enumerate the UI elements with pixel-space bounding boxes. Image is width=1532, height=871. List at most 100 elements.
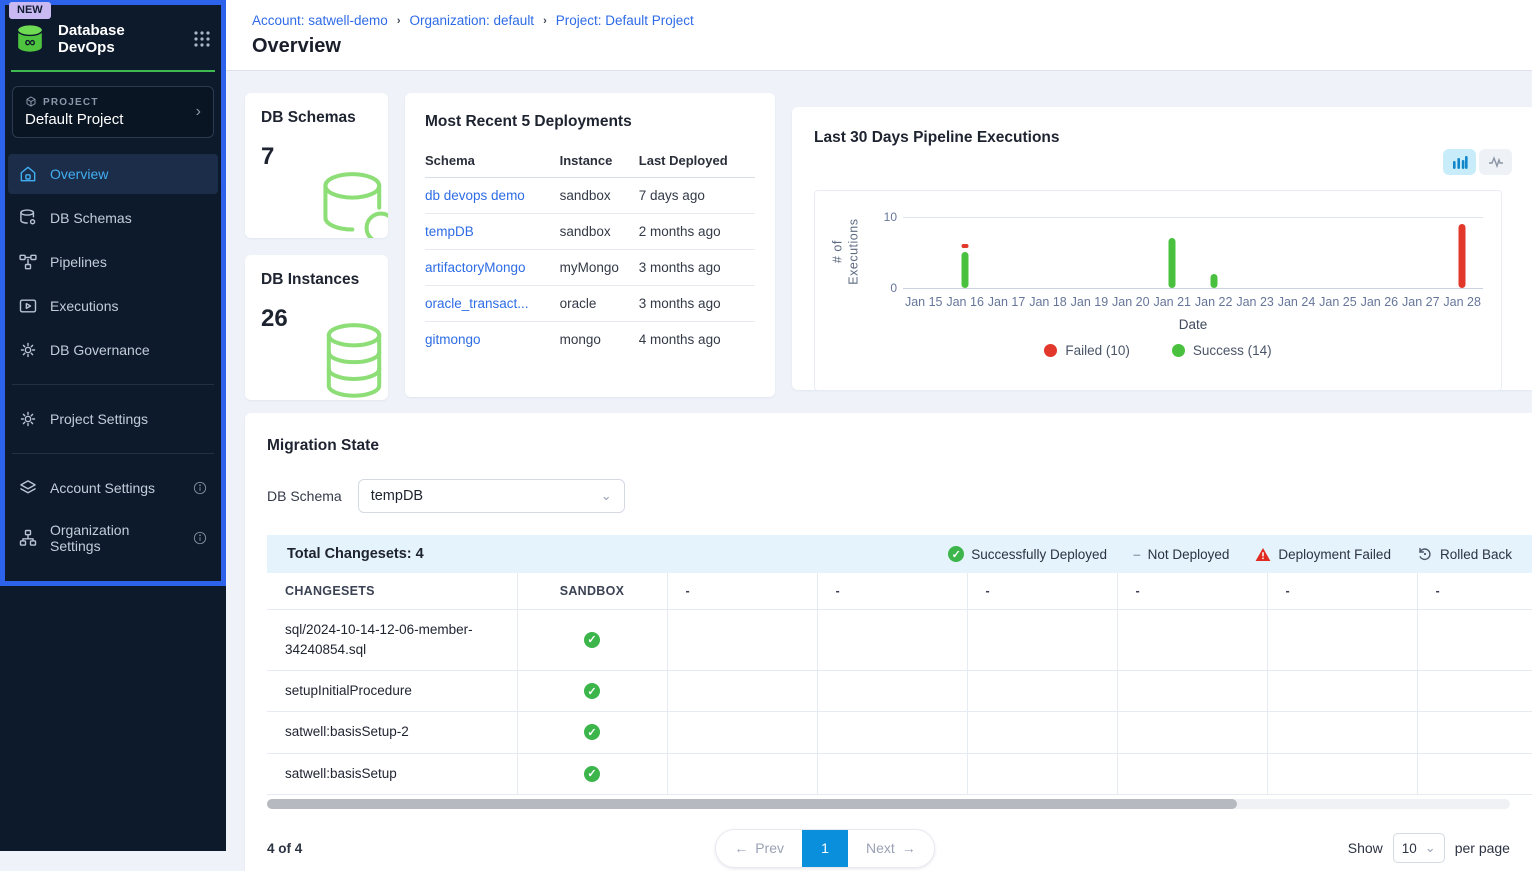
sidebar-divider [12, 384, 214, 385]
sidebar-item-db-schemas[interactable]: DB Schemas [8, 198, 218, 238]
empty-cell [1117, 753, 1268, 795]
sidebar-item-pipelines[interactable]: Pipelines [8, 242, 218, 282]
changesets-column-header: SANDBOX [517, 573, 668, 610]
empty-cell [1417, 670, 1532, 713]
sidebar-item-label: Pipelines [50, 254, 107, 270]
empty-cell [1117, 609, 1268, 671]
sidebar-item-overview[interactable]: Overview [8, 154, 218, 194]
schema-link[interactable]: db devops demo [425, 188, 525, 203]
x-axis-labels: Jan 15 Jan 16 Jan 17 Jan 18 Jan 19 Jan 20 Jan … [903, 295, 1483, 309]
changesets-column-header: - [967, 573, 1118, 610]
deployments-column-header: Instance [559, 145, 639, 178]
next-page-button[interactable]: Next → [848, 831, 934, 865]
changesets-column-header: - [1117, 573, 1268, 610]
sidebar-item-label: Organization Settings [50, 522, 130, 554]
migration-state-card: Migration State DB Schema tempDB ⌄ Total… [245, 413, 1532, 871]
sidebar-divider [12, 453, 214, 454]
db-schema-select[interactable]: tempDB ⌄ [357, 479, 625, 513]
instance-cell: sandbox [559, 213, 639, 250]
bar-slot-jan-16 [944, 217, 985, 288]
project-label: PROJECT [43, 96, 99, 108]
changeset-name-cell: satwell:basisSetup [267, 753, 518, 795]
sidebar-item-db-governance[interactable]: DB Governance [8, 330, 218, 370]
svg-text:∞: ∞ [25, 34, 36, 51]
breadcrumb-link-account[interactable]: Account: satwell-demo [252, 13, 388, 28]
schema-link[interactable]: gitmongo [425, 332, 481, 347]
pager: ← Prev 1 Next → [715, 828, 935, 868]
table-row: satwell:basisSetup ✓ [267, 753, 1532, 795]
sidebar-nav-main: Overview DB Schemas Pipelines Executions DB … [8, 154, 218, 370]
stat-card-db-schemas: DB Schemas 7 [245, 93, 388, 238]
status-legend-deployment-failed: Deployment Failed [1255, 546, 1391, 562]
schema-link[interactable]: oracle_transact... [425, 296, 529, 311]
changesets-column-header: - [1267, 573, 1418, 610]
sidebar-item-label: DB Governance [50, 342, 150, 358]
changeset-name-cell: setupInitialProcedure [267, 670, 518, 713]
sidebar-item-project-settings[interactable]: Project Settings [8, 399, 218, 439]
empty-cell [1117, 711, 1268, 754]
per-page-select[interactable]: 10 ⌄ [1392, 833, 1445, 864]
bar-slot-jan-17 [986, 217, 1027, 288]
page-number-button[interactable]: 1 [802, 829, 848, 867]
success-bar[interactable] [961, 252, 969, 288]
sidebar-item-label: Overview [50, 166, 109, 182]
bar-slot-jan-27 [1400, 217, 1441, 288]
prev-label: Prev [755, 840, 784, 857]
app-title: Database DevOps [58, 22, 125, 56]
prev-page-button[interactable]: ← Prev [716, 831, 802, 865]
bar-chart-toggle-icon[interactable] [1443, 149, 1476, 175]
sidebar-item-executions[interactable]: Executions [8, 286, 218, 326]
total-changesets-bar: Total Changesets: 4 ✓ Successfully Deploy… [267, 535, 1532, 573]
sidebar-item-account-settings[interactable]: Account Settings [8, 468, 218, 508]
empty-cell [1417, 753, 1532, 795]
per-page-label: per page [1454, 840, 1510, 857]
chart-bars [903, 217, 1483, 288]
app-logo-database-icon: ∞ [16, 23, 44, 54]
deployments-card-title: Most Recent 5 Deployments [425, 113, 632, 130]
x-axis-title: Date [1178, 317, 1208, 332]
breadcrumb-separator-icon: › [396, 14, 401, 27]
table-row: db devops demo sandbox 7 days ago [425, 177, 755, 214]
chart-title: Last 30 Days Pipeline Executions [814, 129, 1060, 146]
apps-grid-icon[interactable] [192, 29, 212, 49]
table-row: satwell:basisSetup-2 ✓ [267, 711, 1532, 754]
schema-link[interactable]: artifactoryMongo [425, 260, 526, 275]
empty-cell [1267, 711, 1418, 754]
empty-cell [817, 670, 968, 713]
status-legend-rolled-back: Rolled Back [1417, 546, 1512, 562]
sidebar-item-organization-settings[interactable]: Organization Settings [8, 512, 218, 564]
project-selector[interactable]: PROJECT Default Project › [12, 86, 214, 138]
success-check-icon: ✓ [584, 683, 600, 700]
migration-title: Migration State [267, 437, 379, 454]
info-icon[interactable] [192, 530, 208, 546]
info-icon[interactable] [192, 480, 208, 496]
failed-bar[interactable] [961, 244, 969, 248]
arrow-left-icon: ← [734, 840, 749, 857]
sidebar-item-label: DB Schemas [50, 210, 132, 226]
success-bar[interactable] [1168, 238, 1176, 288]
status-legend-label: Rolled Back [1439, 546, 1512, 562]
empty-cell [967, 670, 1118, 713]
bar-slot-jan-25 [1317, 217, 1358, 288]
breadcrumb-link-project[interactable]: Project: Default Project [555, 13, 694, 28]
instance-cell: myMongo [559, 249, 639, 286]
schema-link[interactable]: tempDB [425, 224, 474, 239]
recent-deployments-card: Most Recent 5 Deployments Schema Instance… [405, 93, 775, 397]
executions-icon [18, 296, 38, 316]
failed-bar[interactable] [1458, 224, 1466, 288]
line-chart-toggle-icon[interactable] [1479, 149, 1512, 175]
success-check-icon: ✓ [584, 631, 600, 648]
horizontal-scrollbar[interactable] [267, 798, 1237, 809]
pipeline-icon [18, 252, 38, 272]
empty-cell [1267, 609, 1418, 671]
empty-cell [667, 711, 818, 754]
success-bar[interactable] [1210, 274, 1218, 288]
bar-slot-jan-23 [1234, 217, 1275, 288]
x-axis-line [903, 288, 1483, 289]
empty-cell [1267, 670, 1418, 713]
pipeline-executions-card: Last 30 Days Pipeline Executions # of Ex… [792, 107, 1532, 391]
per-page-value: 10 [1401, 840, 1417, 856]
stat-value: 7 [261, 143, 275, 170]
breadcrumb-link-organization[interactable]: Organization: default [409, 13, 535, 28]
x-tick-label: Jan 17 [987, 295, 1026, 309]
